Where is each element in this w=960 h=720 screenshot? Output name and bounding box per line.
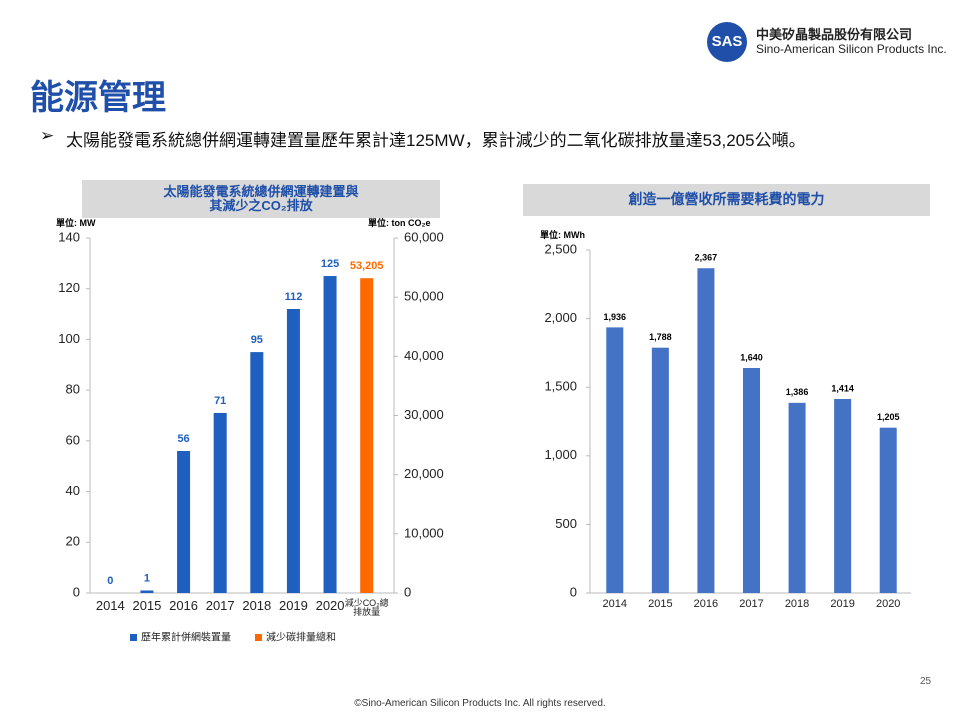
slide-title: 能源管理 — [30, 79, 166, 117]
x-tick-label: 2014 — [602, 598, 628, 610]
y2-tick-label: 0 — [404, 584, 411, 599]
data-label: 1,205 — [877, 412, 900, 422]
company-en: Sino-American Silicon Products Inc. — [756, 42, 947, 56]
chart-title-box: 太陽能發電系統總併網運轉建置與 其減少之CO₂排放 — [82, 180, 440, 218]
y-unit: 單位: MW — [56, 218, 96, 228]
x-tick-label: 2020 — [315, 598, 345, 613]
y-unit: 單位: MWh — [540, 230, 585, 240]
bar — [697, 268, 715, 593]
bar — [286, 309, 300, 593]
y2-unit: 單位: ton CO₂e — [368, 218, 431, 228]
x-tick-label: 減少CO₂總排放量 — [344, 598, 389, 618]
data-label: 95 — [251, 334, 263, 346]
y-tick-label: 0 — [570, 584, 577, 599]
bullet-marker: ➢ — [40, 126, 55, 145]
bar — [651, 347, 669, 593]
bar — [879, 427, 897, 593]
data-label: 1,640 — [740, 352, 763, 362]
y-tick-label: 1,500 — [544, 379, 577, 394]
data-label: 71 — [214, 395, 226, 407]
page-number: 25 — [920, 676, 932, 687]
y2-tick-label: 60,000 — [404, 229, 444, 244]
legend-label: 減少碳排量總和 — [266, 631, 336, 644]
x-tick-label: 2020 — [875, 598, 901, 610]
data-label: 1,788 — [649, 332, 672, 342]
legend-swatch — [130, 634, 137, 641]
y-tick-label: 2,500 — [544, 241, 577, 256]
bar — [606, 327, 624, 593]
logo: SAS — [707, 22, 747, 62]
bullet-text: 太陽能發電系統總併網運轉建置量歷年累計達125MW，累計減少的二氧化碳排放量達5… — [66, 131, 806, 150]
data-label: 112 — [285, 291, 303, 303]
y2-tick-label: 20,000 — [404, 466, 444, 481]
y2-tick-label: 10,000 — [404, 525, 444, 540]
data-label: 2,367 — [695, 253, 718, 263]
x-tick-label: 2018 — [242, 598, 272, 613]
y-tick-label: 80 — [66, 382, 80, 397]
chart-title-box: 創造一億營收所需要耗費的電力 — [523, 184, 930, 216]
copyright: ©Sino-American Silicon Products Inc. All… — [354, 698, 606, 709]
x-tick-label: 2016 — [169, 598, 199, 613]
y2-tick-label: 40,000 — [404, 348, 444, 363]
bar — [788, 402, 806, 593]
chart-title: 創造一億營收所需要耗費的電力 — [628, 191, 825, 208]
x-tick-label: 2014 — [95, 598, 125, 613]
chart-title: 其減少之CO₂排放 — [209, 198, 313, 213]
bar — [834, 398, 852, 593]
x-tick-label: 2019 — [278, 598, 308, 613]
x-tick-label: 2015 — [132, 598, 162, 613]
y-tick-label: 40 — [66, 483, 80, 498]
bar — [177, 451, 191, 593]
bar — [323, 276, 337, 593]
y-tick-label: 100 — [58, 331, 80, 346]
y-tick-label: 120 — [58, 280, 80, 295]
x-tick-label: 2018 — [784, 598, 810, 610]
x-tick-label: 2015 — [648, 598, 673, 610]
y-tick-label: 0 — [73, 584, 80, 599]
data-label: 0 — [107, 575, 113, 587]
data-label: 1,414 — [831, 383, 854, 393]
bar — [213, 412, 227, 593]
data-label: 1,386 — [786, 387, 809, 397]
x-tick-label: 2017 — [205, 598, 235, 613]
legend-label: 歷年累計併網裝置量 — [141, 631, 231, 644]
y-tick-label: 1,000 — [544, 447, 577, 462]
bar — [743, 367, 760, 593]
x-tick-label: 2017 — [739, 598, 764, 610]
data-label: 125 — [321, 258, 339, 270]
x-tick-label: 2019 — [830, 598, 855, 610]
bar — [140, 590, 154, 593]
y-tick-label: 20 — [66, 534, 80, 549]
company-zh: 中美矽晶製品股份有限公司 — [756, 27, 913, 42]
data-label: 1,936 — [604, 312, 627, 322]
bar — [360, 278, 374, 593]
y-tick-label: 500 — [555, 516, 577, 531]
bar — [250, 352, 264, 593]
data-label: 56 — [177, 433, 189, 445]
y-tick-label: 2,000 — [544, 310, 577, 325]
data-label: 1 — [144, 572, 150, 584]
y-tick-label: 140 — [58, 229, 80, 244]
y2-tick-label: 30,000 — [404, 407, 444, 422]
y-tick-label: 60 — [66, 432, 80, 447]
x-tick-label: 2016 — [693, 598, 719, 610]
data-label: 53,205 — [350, 260, 384, 272]
y2-tick-label: 50,000 — [404, 289, 444, 304]
chart-title: 太陽能發電系統總併網運轉建置與 — [163, 183, 359, 199]
legend-swatch — [255, 634, 262, 641]
